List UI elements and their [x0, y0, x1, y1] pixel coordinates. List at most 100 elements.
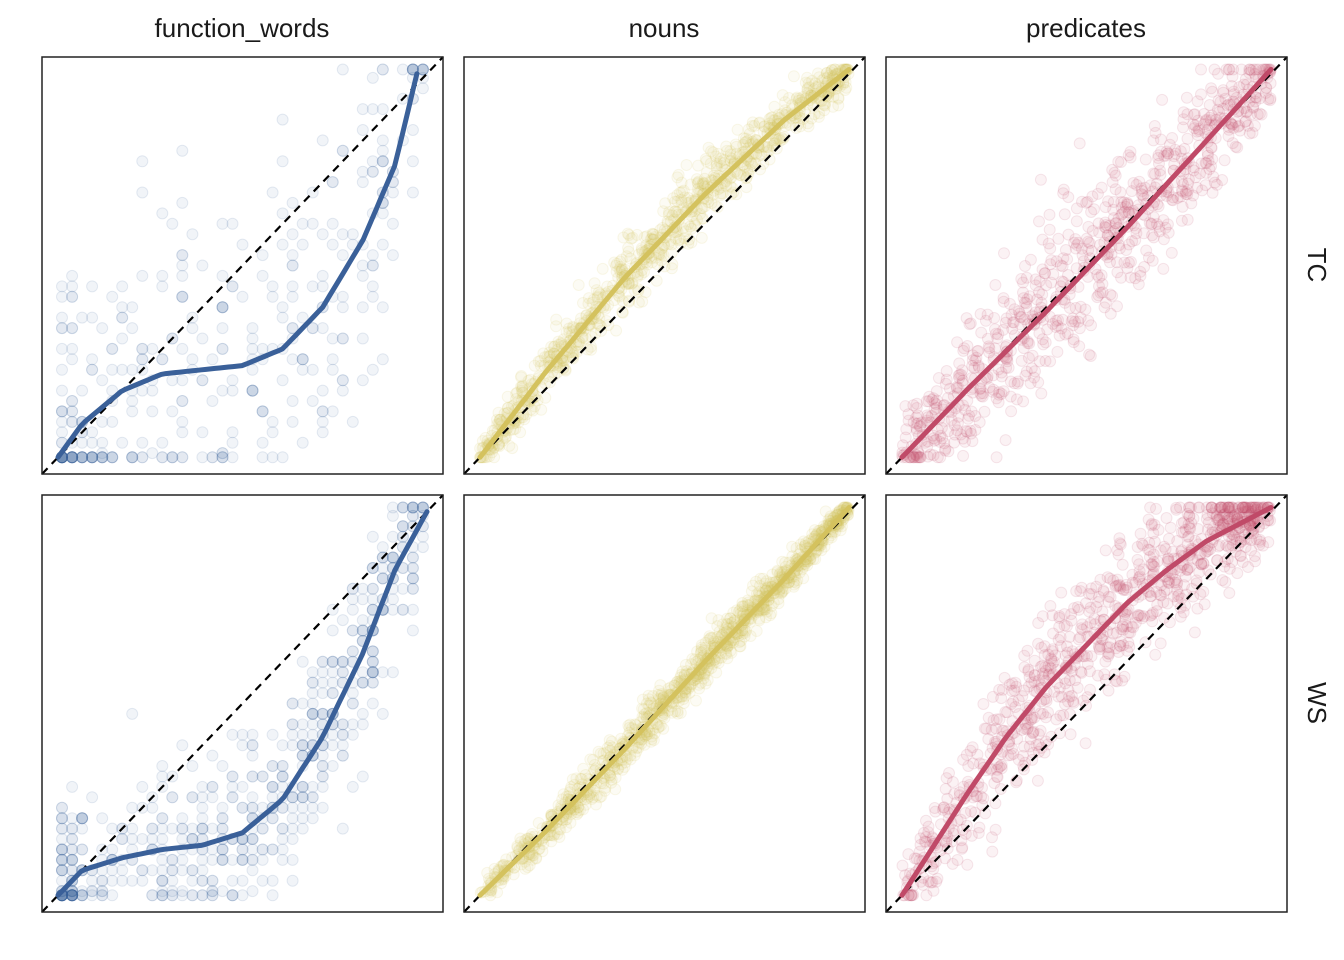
scatter-point [206, 353, 219, 366]
scatter-point [1067, 333, 1080, 346]
scatter-point [136, 436, 149, 449]
scatter-point [1063, 301, 1076, 314]
scatter-point [106, 451, 119, 464]
scatter-point [707, 146, 720, 159]
scatter-point [306, 707, 319, 720]
scatter-point [296, 697, 309, 710]
scatter-point [1175, 517, 1188, 530]
scatter-point [1260, 81, 1272, 94]
scatter-point [246, 853, 259, 866]
scatter-point [1099, 655, 1112, 668]
scatter-point [296, 238, 309, 251]
scatter-point [336, 144, 349, 157]
scatter-point [326, 363, 339, 376]
scatter-point [216, 885, 229, 898]
scatter-point [246, 342, 259, 355]
scatter-point [96, 451, 109, 464]
scatter-point [216, 843, 229, 856]
scatter-point [176, 415, 189, 428]
scatter-point [286, 728, 299, 741]
scatter-point [1191, 95, 1204, 108]
scatter-point [922, 411, 935, 424]
scatter-point [116, 363, 129, 376]
scatter-point [366, 259, 379, 272]
scatter-point [86, 311, 99, 324]
column-strip-labels: function_words nouns predicates [155, 13, 1146, 43]
scatter-point [767, 134, 780, 147]
scatter-point [166, 791, 179, 804]
scatter-point [326, 217, 339, 230]
scatter-point [226, 280, 239, 293]
scatter-point [416, 530, 429, 543]
scatter-point [346, 415, 359, 428]
scatter-point [156, 353, 169, 366]
scatter-point [1219, 576, 1232, 588]
scatter-point [116, 280, 129, 293]
scatter-point [96, 415, 109, 428]
scatter-point [636, 295, 649, 308]
scatter-point [106, 363, 119, 376]
scatter-point [316, 687, 329, 700]
scatter-point [386, 666, 399, 679]
scatter-point [963, 318, 976, 331]
scatter-point [216, 447, 229, 460]
scatter-point [216, 451, 229, 464]
column-label-nouns: nouns [629, 13, 700, 43]
scatter-point [973, 416, 986, 429]
scatter-point [66, 451, 79, 464]
scatter-point [698, 172, 711, 185]
scatter-point [356, 259, 369, 272]
scatter-point [256, 853, 269, 866]
scatter-point [146, 864, 159, 877]
scatter-point [366, 582, 379, 595]
scatter-point [1084, 683, 1096, 696]
scatter-point [1079, 737, 1092, 750]
scatter-point [136, 155, 149, 168]
scatter-point [306, 687, 319, 700]
scatter-point [156, 822, 169, 835]
scatter-point [1127, 621, 1140, 634]
scatter-point [940, 772, 953, 785]
scatter-point [56, 322, 68, 335]
scatter-point [196, 374, 209, 387]
scatter-point [246, 885, 259, 898]
scatter-point [366, 593, 379, 606]
scatter-point [216, 451, 229, 464]
scatter-point [1088, 203, 1100, 216]
scatter-point [266, 186, 279, 199]
scatter-point [748, 119, 761, 132]
scatter-point [1073, 137, 1086, 150]
scatter-point [696, 179, 709, 192]
scatter-point [1174, 610, 1187, 623]
scatter-point [176, 395, 189, 407]
scatter-point [166, 822, 179, 835]
scatter-point [156, 889, 169, 902]
scatter-point [768, 100, 781, 113]
scatter-point [316, 801, 329, 814]
scatter-point [1099, 296, 1112, 309]
scatter-point [977, 698, 990, 710]
scatter-point [582, 292, 595, 305]
scatter-point [1160, 512, 1173, 524]
scatter-point [316, 280, 329, 293]
scatter-point [136, 353, 149, 366]
scatter-point [216, 301, 229, 314]
scatter-point [356, 103, 369, 116]
panel-nouns-tc [463, 56, 866, 475]
scatter-point [236, 843, 249, 856]
scatter-point [126, 707, 139, 720]
scatter-point [386, 593, 399, 606]
scatter-point [747, 579, 759, 592]
scatter-point [705, 197, 718, 210]
scatter-point [66, 353, 79, 366]
scatter-point [256, 342, 269, 355]
scatter-point [146, 342, 159, 355]
scatter-point [493, 413, 506, 426]
scatter-point [306, 217, 319, 230]
scatter-point [1171, 590, 1184, 603]
scatter-point [66, 405, 79, 418]
scatter-point [196, 822, 209, 835]
scatter-point [176, 269, 189, 282]
scatter-point [1048, 655, 1061, 668]
scatter-point [256, 269, 269, 282]
